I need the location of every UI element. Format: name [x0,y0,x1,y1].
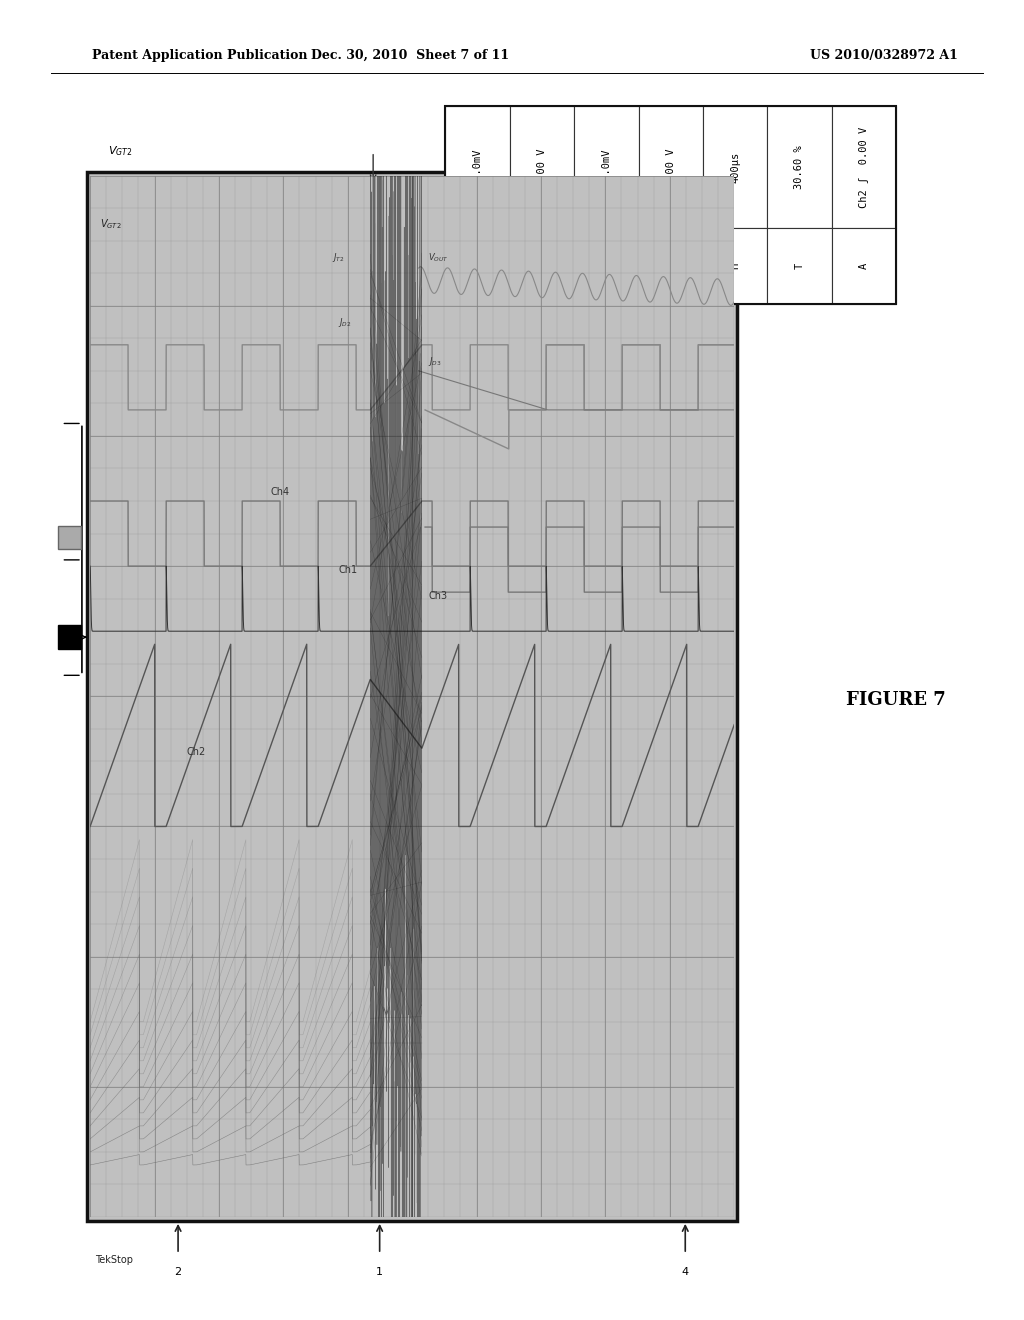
Bar [831,228,896,304]
Bar [831,106,896,228]
Text: Ch2 ʃ  0.00 V: Ch2 ʃ 0.00 V [859,127,868,207]
Bar [445,228,510,304]
Text: A: A [859,263,868,269]
Text: Ch1: Ch1 [338,565,357,574]
Bar [574,228,639,304]
Text: 1: 1 [376,1267,383,1278]
Text: 20.0mV: 20.0mV [601,148,611,186]
Text: V: V [383,1007,390,1018]
Text: $J_{D2}$: $J_{D2}$ [338,317,351,329]
Text: FIGURE 7: FIGURE 7 [846,690,946,709]
Text: 20.0mV: 20.0mV [473,148,482,186]
Text: 1.00 V: 1.00 V [666,148,676,186]
Text: 30.60 %: 30.60 % [795,145,805,189]
Bar [87,172,737,1221]
Bar [510,228,574,304]
Bar [767,228,831,304]
Text: Ch4: Ch4 [666,256,676,276]
Bar [58,525,81,549]
Text: Dec. 30, 2010  Sheet 7 of 11: Dec. 30, 2010 Sheet 7 of 11 [310,49,509,62]
Bar [445,106,510,228]
Bar [639,106,702,228]
Text: Ch3: Ch3 [601,256,611,276]
Bar [639,228,702,304]
Bar [702,106,767,228]
Text: 2.00 V: 2.00 V [537,148,547,186]
Text: 2: 2 [174,1267,181,1278]
Bar [445,106,896,304]
Text: $J_{D3}$: $J_{D3}$ [428,355,442,368]
Text: US 2010/0328972 A1: US 2010/0328972 A1 [810,49,957,62]
Text: Ch3: Ch3 [428,590,447,601]
Bar [58,626,81,649]
Text: $V_{GT2}$: $V_{GT2}$ [108,145,132,158]
Text: TekStop: TekStop [95,1254,133,1265]
Text: Ch2: Ch2 [537,256,547,276]
Text: 400μs: 400μs [730,152,740,182]
Text: Ch4: Ch4 [270,487,290,496]
Bar [574,106,639,228]
Bar [702,228,767,304]
Text: Ch2: Ch2 [186,747,206,756]
Text: 4: 4 [682,1267,689,1278]
Text: T: T [795,263,805,269]
Bar [767,106,831,228]
Text: Patent Application Publication: Patent Application Publication [92,49,307,62]
Text: Ch1: Ch1 [473,256,482,276]
Bar [510,106,574,228]
Text: $J_{T2}$: $J_{T2}$ [332,251,344,264]
Text: H: H [730,263,740,269]
Text: $V_{GT2}$: $V_{GT2}$ [99,218,122,231]
Text: $V_{OUT}$: $V_{OUT}$ [428,251,449,264]
